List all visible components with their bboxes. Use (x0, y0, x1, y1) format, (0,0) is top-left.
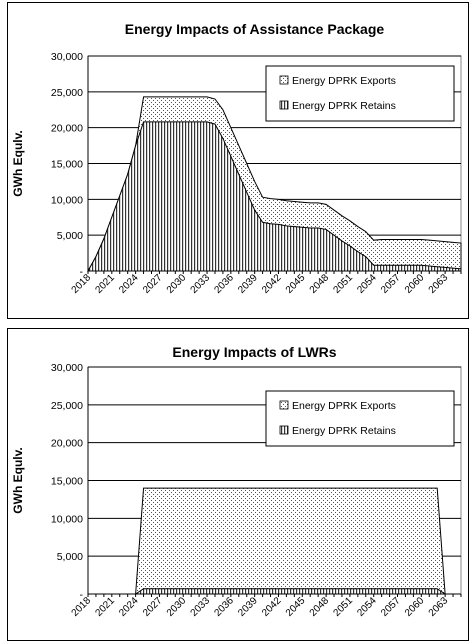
x-tick-label: 2063 (427, 595, 451, 619)
area-energy-dpkr-retains (88, 588, 461, 595)
x-tick-label: 2051 (332, 272, 356, 296)
x-tick-label: 2042 (260, 595, 284, 619)
y-tick-label: 10,000 (51, 513, 83, 525)
y-tick-label: - (80, 266, 84, 278)
legend-label-exports: Energy DPRK Exports (292, 400, 396, 412)
x-tick-label: 2024 (117, 272, 141, 296)
y-tick-label: 30,000 (51, 362, 83, 374)
x-tick-label: 2030 (165, 595, 189, 619)
x-tick-label: 2060 (403, 272, 427, 296)
x-tick-label: 2048 (308, 272, 332, 296)
x-tick-label: 2039 (236, 272, 260, 296)
y-tick-label: 15,000 (51, 159, 83, 171)
y-tick-label: 25,000 (51, 87, 83, 99)
x-tick-label: 2036 (212, 595, 236, 619)
y-tick-label: - (80, 589, 84, 601)
y-axis-label: GWh Equlv. (11, 447, 25, 513)
x-tick-label: 2042 (260, 272, 284, 296)
x-tick-label: 2063 (427, 272, 451, 296)
x-tick-label: 2057 (379, 272, 403, 296)
x-tick-label: 2027 (141, 595, 165, 619)
y-tick-label: 5,000 (57, 551, 83, 563)
x-tick-label: 2018 (70, 595, 94, 619)
x-tick-label: 2060 (403, 595, 427, 619)
x-tick-label: 2027 (141, 272, 165, 296)
chart-panel-lwrs: Energy Impacts of LWRs - 5,000 10,000 15,000… (7, 328, 469, 641)
legend-label-retains: Energy DPRK Retains (292, 100, 396, 112)
x-tick-label: 2045 (284, 272, 308, 296)
y-tick-label: 20,000 (51, 123, 83, 135)
legend-swatch-retains (279, 425, 289, 435)
legend-swatch-exports (279, 400, 289, 410)
x-tick-label: 2018 (70, 272, 94, 296)
chart-title: Energy Impacts of Assistance Package (125, 21, 385, 37)
legend-box (265, 65, 455, 122)
x-tick-label: 2048 (308, 595, 332, 619)
y-tick-label: 15,000 (51, 476, 83, 488)
chart-assistance-package: Energy Impacts of Assistance Package - 5,0… (11, 21, 462, 296)
chart-lwrs: Energy Impacts of LWRs - 5,000 10,000 15,000… (11, 344, 462, 619)
legend-box (265, 390, 455, 447)
legend-swatch-retains (279, 100, 289, 110)
x-tick-label: 2054 (355, 272, 379, 296)
chart-panel-assistance-package: Energy Impacts of Assistance Package - 5,0… (7, 2, 469, 319)
x-tick-label: 2036 (212, 272, 236, 296)
x-tick-label: 2039 (236, 595, 260, 619)
y-tick-label: 10,000 (51, 194, 83, 206)
x-tick-label: 2030 (165, 272, 189, 296)
legend-swatch-exports (279, 75, 289, 85)
legend-label-exports: Energy DPRK Exports (292, 75, 396, 87)
x-tick-label: 2024 (117, 595, 141, 619)
x-tick-label: 2033 (189, 272, 213, 296)
x-tick-label: 2021 (93, 595, 117, 619)
x-tick-label: 2033 (189, 595, 213, 619)
y-tick-label: 30,000 (51, 51, 83, 63)
x-tick-label: 2051 (332, 595, 356, 619)
legend-label-retains: Energy DPRK Retains (292, 425, 396, 437)
y-tick-label: 25,000 (51, 400, 83, 412)
x-tick-label: 2057 (379, 595, 403, 619)
y-axis-label: GWh Equlv. (11, 130, 25, 196)
y-tick-label: 20,000 (51, 438, 83, 450)
y-tick-label: 5,000 (57, 230, 83, 242)
area-energy-dpkr-retains (87, 121, 462, 272)
chart-title: Energy Impacts of LWRs (172, 344, 336, 360)
x-tick-label: 2045 (284, 595, 308, 619)
x-tick-label: 2054 (355, 595, 379, 619)
x-tick-label: 2021 (93, 272, 117, 296)
area-energy-dpkr-exports (88, 487, 461, 595)
